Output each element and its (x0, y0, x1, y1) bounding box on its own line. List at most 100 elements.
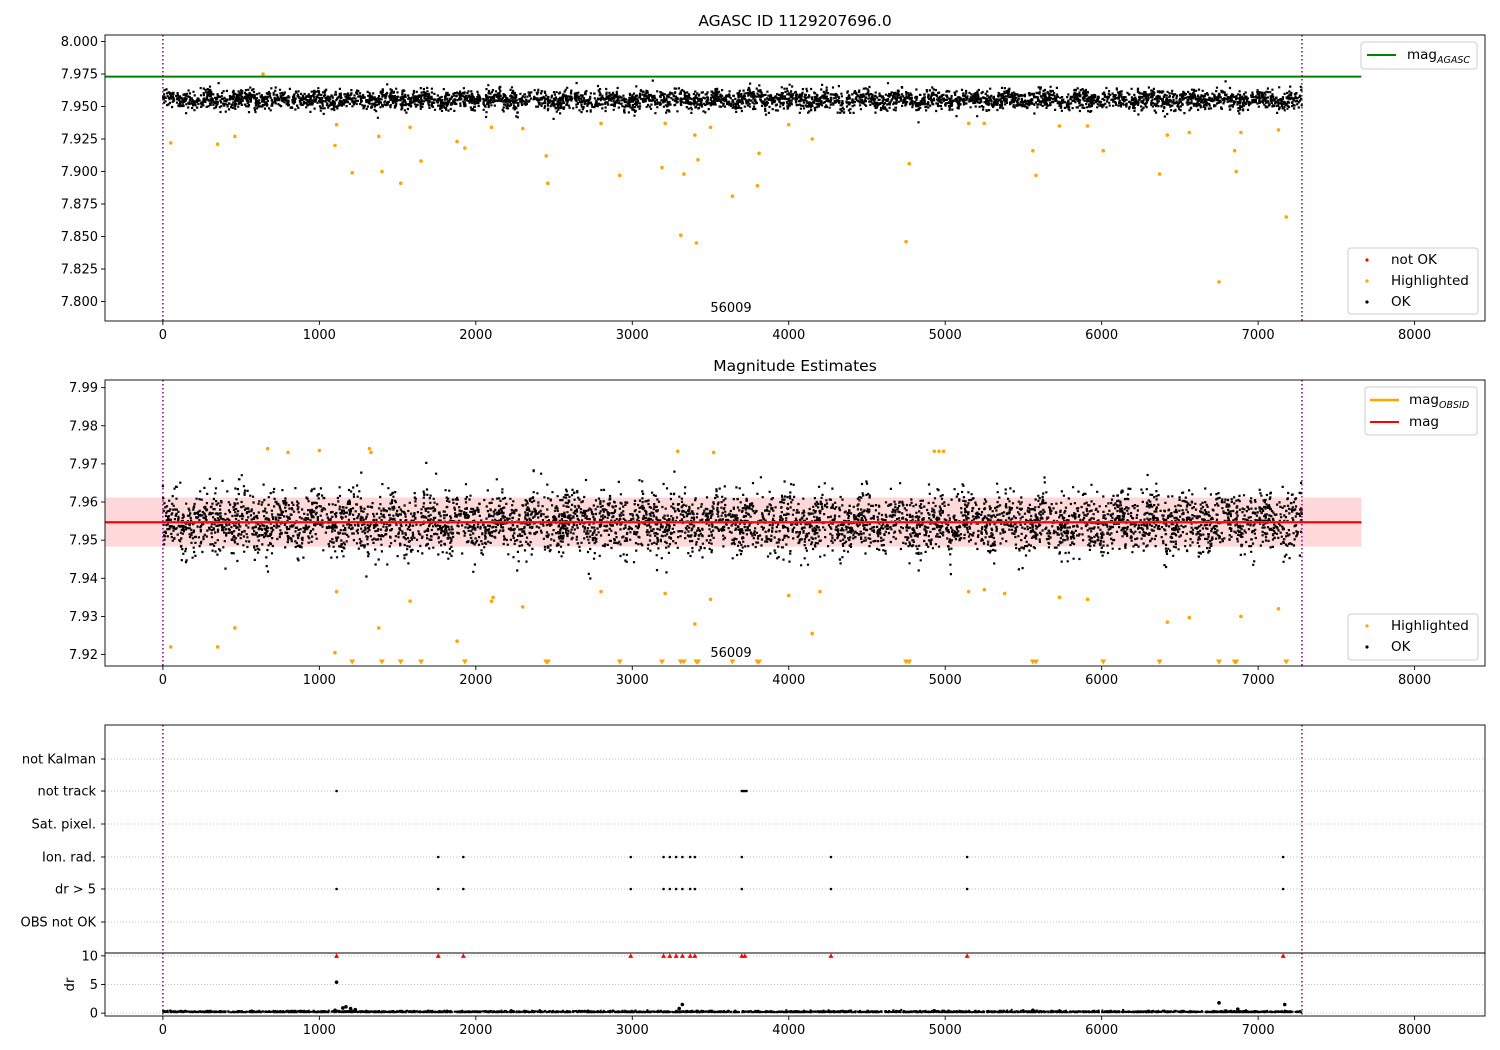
highlighted-point (168, 141, 173, 145)
dr-capped-marker (739, 953, 745, 958)
y-tick-label: 7.93 (69, 610, 98, 625)
dr-capped-marker (687, 953, 693, 958)
axes-frame (104, 34, 1486, 322)
flag-row-label: Sat. pixel. (32, 818, 96, 833)
dr-capped-marker (742, 953, 748, 958)
y-tick-label: 10 (81, 949, 98, 964)
flag-row-label: dr > 5 (55, 883, 96, 898)
highlighted-point (786, 593, 791, 598)
axes-frame (104, 379, 1486, 667)
highlighted-point (1165, 620, 1170, 624)
highlighted-point (937, 449, 941, 454)
flag-point (662, 855, 665, 859)
x-tick-label: 5000 (929, 328, 962, 343)
x-tick-label: 8000 (1398, 1023, 1431, 1038)
clipped-low-marker (616, 659, 623, 665)
clipped-low-marker (694, 659, 701, 665)
ok-legend-label: OK (1391, 639, 1412, 655)
highlighted-point (818, 589, 822, 594)
dr-capped-marker (673, 953, 679, 958)
highlighted-point (966, 589, 971, 594)
highlighted-point (520, 605, 525, 609)
highlighted-point (168, 645, 173, 649)
clipped-low-marker (1032, 659, 1039, 665)
y-tick-label: 7.925 (61, 133, 98, 148)
middle-upper-legend: magOBSID mag (1364, 386, 1478, 436)
middle-plot-axes: 0 1000 2000 3000 4000 5000 6000 7000 8000 7.92 7.9… (69, 379, 1486, 688)
flag-point (674, 887, 678, 891)
clipped-low-marker (680, 659, 687, 665)
highlighted-point (786, 122, 791, 127)
x-tick-label: 1000 (303, 328, 336, 343)
highlighted-point (810, 137, 815, 141)
clipped-low-marker (349, 659, 356, 665)
top-plot-axes: 0 1000 2000 3000 4000 5000 6000 7000 8000 7.800 7.… (61, 34, 1486, 343)
dr-point (348, 1006, 353, 1011)
dr-capped-marker (661, 953, 667, 958)
highlighted-point (317, 448, 322, 453)
x-tick-label: 6000 (1085, 673, 1118, 688)
legend-agasc-sub: AGASC (1436, 55, 1470, 66)
y-tick-label: 7.850 (61, 230, 98, 245)
dr-capped-marker (692, 953, 698, 958)
highlighted-point (398, 181, 403, 185)
y-tick-label: 7.950 (61, 100, 98, 115)
y-tick-label: 7.92 (69, 648, 98, 663)
highlighted-point (708, 125, 713, 130)
clipped-low-marker (1156, 659, 1163, 665)
y-tick-label: 7.99 (69, 381, 98, 396)
highlighted-point (1187, 130, 1192, 135)
highlighted-point (408, 125, 412, 130)
highlighted-point (489, 125, 494, 130)
highlighted-point (982, 121, 987, 126)
flag-row-label: Ion. rad. (42, 851, 96, 866)
dr-capped-marker (628, 953, 634, 958)
clipped-low-marker (378, 659, 385, 665)
dr-capped-marker (334, 953, 340, 958)
clipped-low-marker (397, 659, 404, 665)
highlighted-point (1284, 215, 1289, 219)
dr-point (680, 1002, 685, 1007)
top-lower-legend: not OK Highlighted OK (1347, 247, 1479, 315)
dr-baseline-points (162, 1008, 1303, 1014)
highlighted-point (1232, 148, 1237, 153)
highlighted-point (617, 173, 622, 178)
highlighted-point (377, 134, 381, 139)
dr-point (341, 1006, 345, 1010)
highlighted-point (215, 645, 220, 649)
highlighted-point (693, 622, 697, 626)
ok-points (162, 79, 1303, 124)
top-title: AGASC ID 1129207696.0 (698, 12, 891, 30)
middle-obsid-annotation: 56009 (710, 646, 751, 661)
x-tick-label: 4000 (772, 673, 805, 688)
dr-point (1235, 1007, 1240, 1011)
flag-point (461, 855, 465, 859)
highlighted-point (408, 599, 412, 603)
highlighted-point (663, 121, 667, 126)
highlighted-point (1002, 591, 1007, 596)
x-tick-label: 0 (159, 328, 167, 343)
y-tick-label: 0 (90, 1007, 98, 1022)
highlighted-point (463, 146, 467, 150)
highlighted-point (350, 171, 355, 175)
highlighted-point (810, 631, 815, 636)
highlighted-point (755, 184, 760, 188)
highlighted-point (1234, 169, 1239, 174)
legend-mag-text: mag (1407, 47, 1437, 63)
dr-point (1031, 1008, 1035, 1013)
x-tick-label: 8000 (1398, 328, 1431, 343)
highlighted-legend-label: Highlighted (1391, 618, 1469, 634)
flag-point (740, 855, 744, 859)
top-obsid-annotation: 56009 (710, 301, 751, 316)
highlighted-point (660, 165, 664, 170)
legend-obsid-sub: OBSID (1439, 400, 1469, 411)
dr-capped-marker (1280, 953, 1286, 958)
y-tick-label: 7.98 (69, 419, 98, 434)
flag-point (965, 855, 969, 859)
x-tick-label: 2000 (459, 673, 492, 688)
clipped-low-marker (659, 659, 666, 665)
flag-point (436, 887, 440, 891)
ok-legend-marker (1365, 645, 1369, 649)
